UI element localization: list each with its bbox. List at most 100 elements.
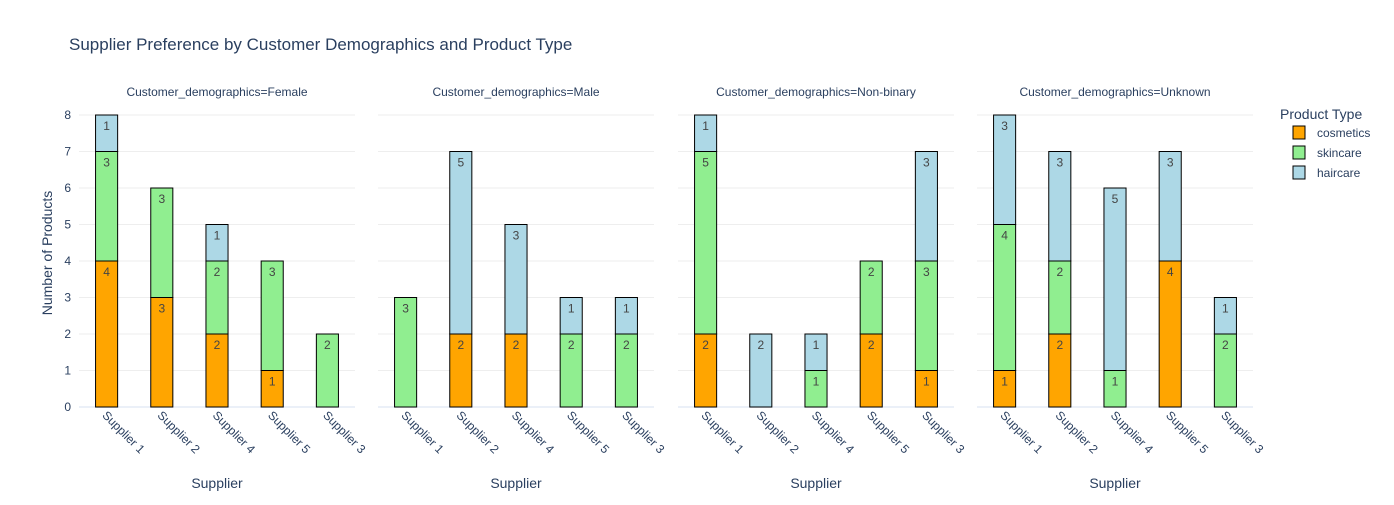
bar-segment-haircare[interactable] — [504, 224, 528, 335]
bar-value-label: 1 — [813, 338, 820, 352]
bar-segment-haircare[interactable] — [1048, 151, 1072, 262]
x-tick-label: Supplier 5 — [265, 408, 313, 456]
bar-segment-haircare[interactable] — [1103, 187, 1127, 371]
bar-value-label: 3 — [1001, 119, 1008, 133]
bar-value-label: 3 — [103, 156, 110, 170]
x-tick-label: Supplier 1 — [99, 408, 147, 456]
legend-item-cosmetics[interactable]: cosmetics — [1292, 125, 1370, 140]
bar-value-label: 2 — [868, 338, 875, 352]
x-tick-label: Supplier 5 — [564, 408, 612, 456]
bar-value-label: 2 — [623, 338, 630, 352]
x-axis-title: Supplier — [490, 475, 542, 491]
bar-segment-skincare[interactable] — [260, 260, 284, 371]
bar-value-label: 3 — [923, 156, 930, 170]
facet-label: Customer_demographics=Female — [126, 85, 307, 99]
bar-segment-haircare[interactable] — [749, 333, 773, 408]
bar-value-label: 4 — [103, 265, 110, 279]
y-tick-label: 0 — [64, 400, 71, 414]
bar-value-label: 1 — [1222, 302, 1229, 316]
x-tick-label: Supplier 5 — [864, 408, 912, 456]
x-tick-label: Supplier 1 — [698, 408, 746, 456]
bar-segment-haircare[interactable] — [1158, 151, 1182, 262]
bar-value-label: 5 — [1112, 192, 1119, 206]
facet-4: Customer_demographics=Unknown 1 4 3 Supplier… — [977, 85, 1267, 491]
y-tick-label: 8 — [64, 108, 71, 122]
facet-label: Customer_demographics=Male — [432, 85, 599, 99]
x-axis-title: Supplier — [191, 475, 243, 491]
bar-value-label: 3 — [402, 302, 409, 316]
facet-1: Customer_demographics=Female 0 1 2 3 4 5 6 7 8 4 3 1… — [64, 85, 368, 491]
bar-value-label: 2 — [1056, 265, 1063, 279]
legend-item-haircare[interactable]: haircare — [1292, 165, 1361, 180]
bar-value-label: 1 — [1112, 375, 1119, 389]
bar-value-label: 1 — [702, 119, 709, 133]
legend-swatch — [1292, 165, 1306, 180]
y-tick-label: 1 — [64, 364, 71, 378]
chart-title: Supplier Preference by Customer Demograp… — [69, 35, 572, 54]
x-tick-label: Supplier 2 — [1053, 408, 1101, 456]
facet-2: Customer_demographics=Male 3 Supplier 1 2 5 S… — [378, 85, 668, 491]
facet-label: Customer_demographics=Non-binary — [716, 85, 916, 99]
bar-value-label: 1 — [269, 375, 276, 389]
x-tick-label: Supplier 3 — [919, 408, 967, 456]
x-tick-label: Supplier 4 — [809, 408, 857, 456]
x-tick-label: Supplier 1 — [398, 408, 446, 456]
bar-segment-skincare[interactable] — [150, 187, 174, 298]
x-tick-label: Supplier 2 — [454, 408, 502, 456]
bar-value-label: 1 — [214, 229, 221, 243]
x-tick-label: Supplier 2 — [754, 408, 802, 456]
x-axis-title: Supplier — [1089, 475, 1141, 491]
bar-segment-skincare[interactable] — [394, 297, 418, 408]
bar-segment-haircare[interactable] — [614, 297, 638, 335]
bar-segment-haircare[interactable] — [694, 114, 718, 152]
y-axis-title: Number of Products — [39, 191, 55, 316]
bar-value-label: 3 — [923, 265, 930, 279]
bar-value-label: 5 — [457, 156, 464, 170]
bar-value-label: 2 — [214, 338, 221, 352]
bar-value-label: 2 — [1056, 338, 1063, 352]
bar-value-label: 2 — [1222, 338, 1229, 352]
bar-segment-skincare[interactable] — [315, 333, 339, 408]
bar-value-label: 3 — [158, 302, 165, 316]
bar-segment-haircare[interactable] — [804, 333, 828, 371]
bar-value-label: 4 — [1001, 229, 1008, 243]
bar-segment-skincare[interactable] — [859, 260, 883, 335]
bar-value-label: 1 — [103, 119, 110, 133]
x-tick-label: Supplier 3 — [619, 408, 667, 456]
bar-segment-haircare[interactable] — [993, 114, 1017, 225]
bar-value-label: 3 — [158, 192, 165, 206]
x-tick-label: Supplier 5 — [1163, 408, 1211, 456]
y-tick-label: 6 — [64, 181, 71, 195]
bar-value-label: 3 — [269, 265, 276, 279]
bar-value-label: 1 — [813, 375, 820, 389]
bar-value-label: 1 — [923, 375, 930, 389]
bar-segment-skincare[interactable] — [694, 151, 718, 335]
bar-segment-haircare[interactable] — [914, 151, 938, 262]
bar-segment-cosmetics[interactable] — [95, 260, 119, 408]
legend-item-skincare[interactable]: skincare — [1292, 145, 1362, 160]
bar-value-label: 1 — [623, 302, 630, 316]
bar-value-label: 2 — [757, 338, 764, 352]
bar-segment-haircare[interactable] — [95, 114, 119, 152]
bar-value-label: 2 — [214, 265, 221, 279]
bar-segment-haircare[interactable] — [559, 297, 583, 335]
y-tick-label: 4 — [64, 254, 71, 268]
legend-label: skincare — [1317, 146, 1362, 160]
legend-title: Product Type — [1280, 106, 1362, 122]
bar-segment-haircare[interactable] — [449, 151, 473, 335]
bar-segment-haircare[interactable] — [1213, 297, 1237, 335]
y-tick-label: 5 — [64, 218, 71, 232]
bar-value-label: 5 — [702, 156, 709, 170]
bar-value-label: 2 — [568, 338, 575, 352]
bar-value-label: 3 — [1167, 156, 1174, 170]
y-tick-label: 2 — [64, 327, 71, 341]
bar-value-label: 1 — [1001, 375, 1008, 389]
facet-label: Customer_demographics=Unknown — [1019, 85, 1210, 99]
bar-segment-haircare[interactable] — [205, 224, 229, 262]
bar-segment-cosmetics[interactable] — [1158, 260, 1182, 408]
bar-segment-skincare[interactable] — [993, 224, 1017, 371]
bar-value-label: 2 — [324, 338, 331, 352]
bar-value-label: 2 — [868, 265, 875, 279]
